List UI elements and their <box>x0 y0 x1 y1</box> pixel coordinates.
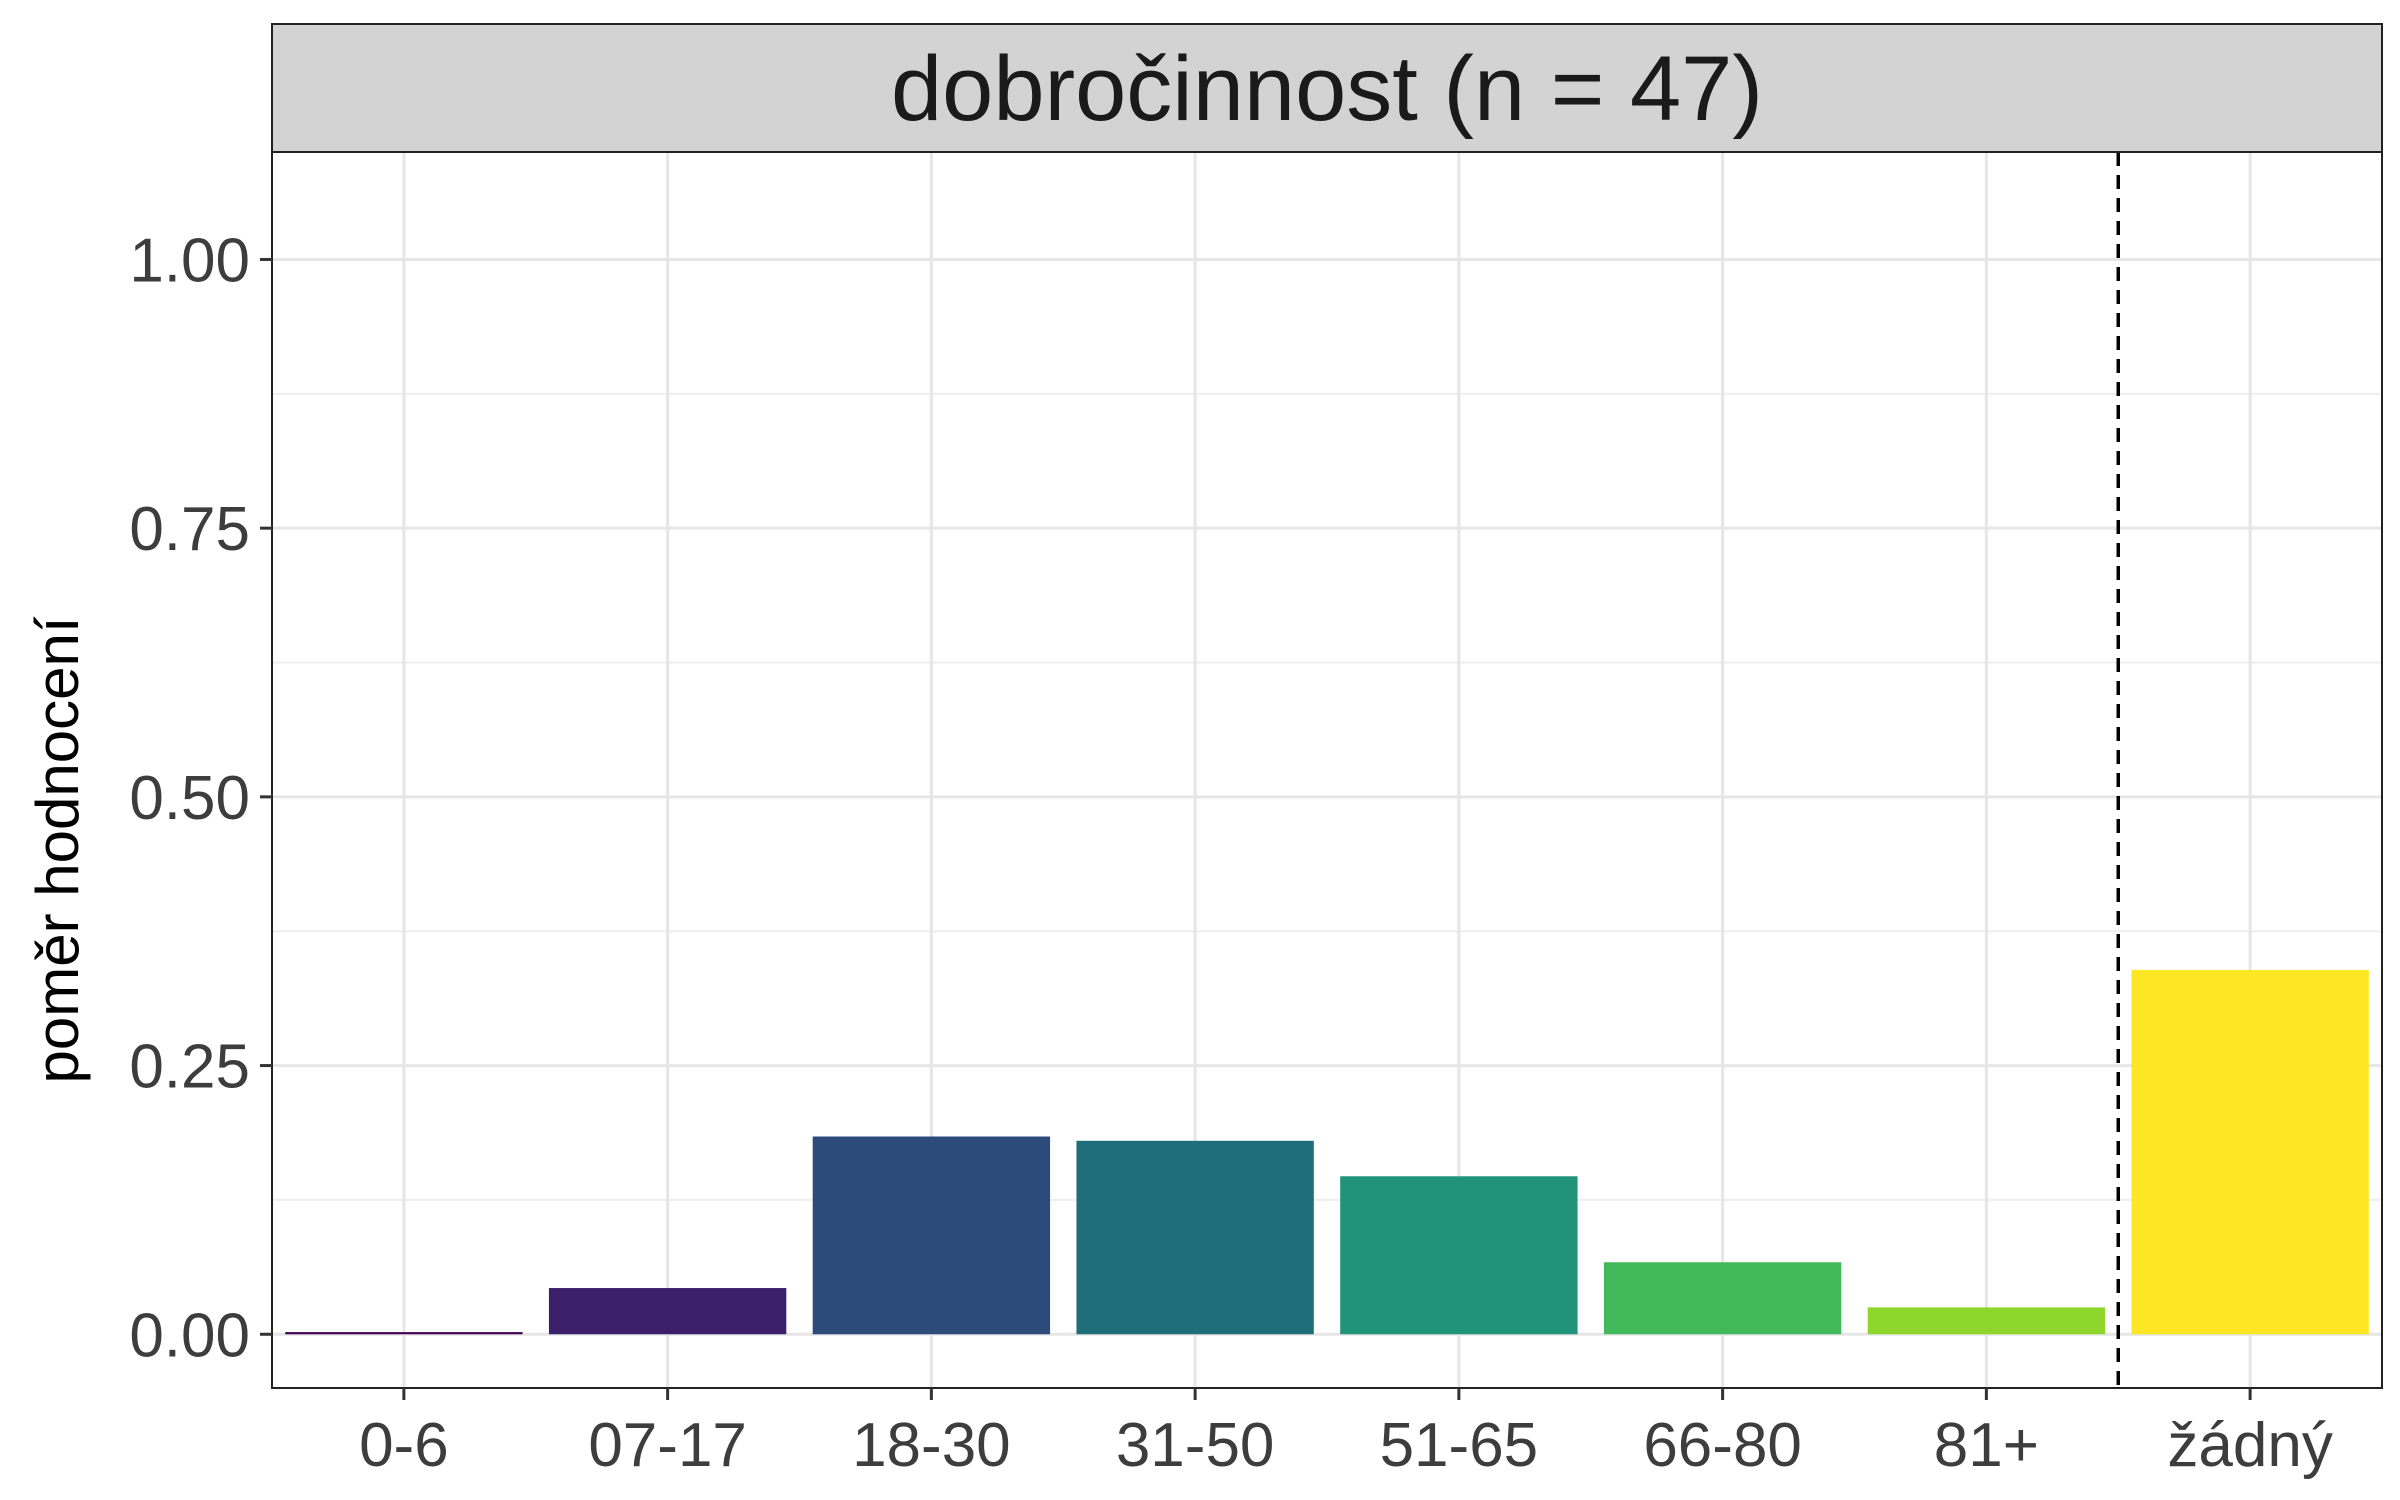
bar-81+ <box>1867 1307 2106 1335</box>
x-tick-label: 18-30 <box>852 1411 1011 1480</box>
major-gridlines <box>272 152 2382 1388</box>
bar-31-50 <box>1076 1140 1314 1335</box>
x-tick-label: 0-6 <box>359 1411 449 1480</box>
bar-51-65 <box>1340 1176 1578 1335</box>
x-tick-label: žádný <box>2167 1411 2332 1480</box>
bar-0-6 <box>285 1332 523 1335</box>
y-tick-label: 0.75 <box>129 495 250 564</box>
x-tick-label: 66-80 <box>1643 1411 1802 1480</box>
x-tick-label: 51-65 <box>1380 1411 1539 1480</box>
y-tick-label: 1.00 <box>129 226 250 295</box>
x-tick-label: 31-50 <box>1116 1411 1275 1480</box>
y-tick-label: 0.25 <box>129 1033 250 1102</box>
x-tick-label: 07-17 <box>588 1411 747 1480</box>
facet-strip <box>271 23 2383 153</box>
y-axis: 0.00 0.25 0.50 0.75 1.00 <box>129 226 272 1370</box>
minor-gridlines <box>272 392 2382 1201</box>
bar-žádný <box>2131 969 2369 1335</box>
x-axis: 0-6 07-17 18-30 31-50 51-65 66-80 81+ žádný <box>359 1388 2333 1480</box>
bars <box>285 969 2369 1335</box>
bar-07-17 <box>548 1288 787 1335</box>
bar-66-80 <box>1603 1262 1842 1335</box>
bar-18-30 <box>812 1136 1051 1335</box>
y-tick-label: 0.50 <box>129 764 250 833</box>
y-tick-label: 0.00 <box>129 1301 250 1370</box>
facet-title: dobročinnost (n = 47) <box>891 38 1763 140</box>
x-tick-label: 81+ <box>1934 1411 2039 1480</box>
y-axis-title: poměr hodnocení <box>24 616 91 1083</box>
